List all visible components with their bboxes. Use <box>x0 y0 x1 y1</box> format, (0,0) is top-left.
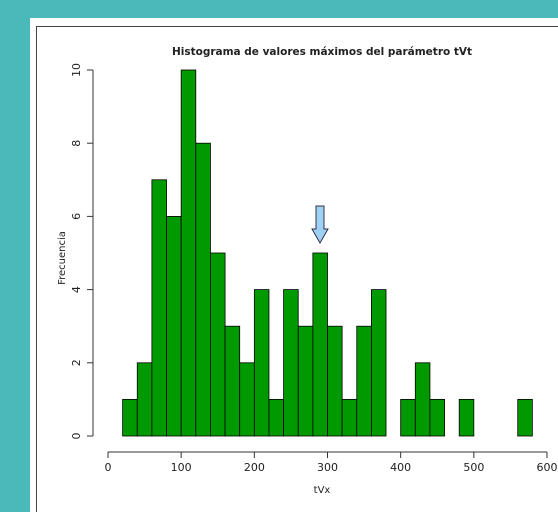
bar <box>297 325 314 437</box>
arrow <box>311 205 329 245</box>
x-tick-label: 600 <box>537 461 558 474</box>
bar <box>224 325 241 437</box>
bar <box>166 215 182 437</box>
y-tick-label: 0 <box>70 433 83 440</box>
bar <box>370 289 387 437</box>
bar <box>517 398 533 437</box>
x-axis-label: tVx <box>314 485 331 496</box>
y-tick-label: 8 <box>70 140 83 147</box>
bar <box>327 325 343 437</box>
arrow-shape <box>311 205 329 245</box>
bar <box>151 179 167 437</box>
bar <box>356 325 372 437</box>
y-tick-label: 4 <box>70 286 83 293</box>
bar <box>136 362 153 437</box>
y-tick-label: 6 <box>70 213 83 220</box>
bar <box>283 289 299 437</box>
bar <box>210 252 226 437</box>
plot-frame <box>36 26 558 512</box>
bar <box>414 362 431 437</box>
bar <box>400 398 416 437</box>
panel <box>30 18 558 512</box>
y-tick-label: 2 <box>70 359 83 366</box>
x-tick-label: 200 <box>244 461 265 474</box>
x-tick-label: 400 <box>390 461 411 474</box>
x-tick-label: 300 <box>317 461 338 474</box>
bar <box>429 398 445 437</box>
chart-title: Histograma de valores máximos del paráme… <box>172 46 472 58</box>
y-tick-label: 10 <box>70 63 83 77</box>
bar <box>458 398 475 437</box>
bar <box>253 289 270 437</box>
bar <box>268 398 285 437</box>
bar <box>195 142 211 437</box>
x-tick-label: 500 <box>463 461 484 474</box>
x-tick-label: 0 <box>105 461 112 474</box>
bar <box>312 252 328 437</box>
x-tick-label: 100 <box>171 461 192 474</box>
bar <box>341 398 358 437</box>
bar <box>180 69 197 437</box>
bar <box>239 362 255 437</box>
y-axis-label: Frecuencia <box>57 231 68 285</box>
bar <box>122 398 138 437</box>
